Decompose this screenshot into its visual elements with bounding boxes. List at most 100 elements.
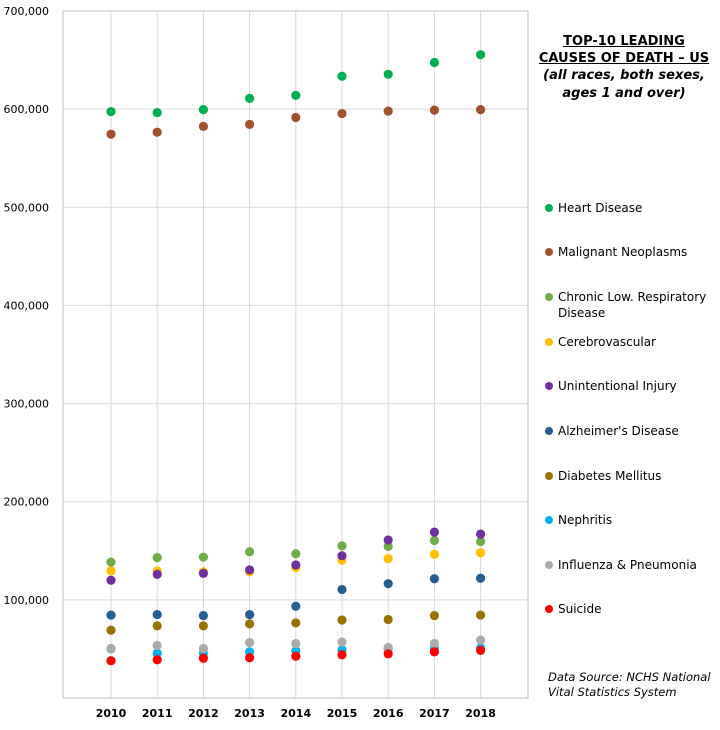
- point-diabetes-mellitus: [429, 610, 439, 621]
- y-tick-label: 700,000: [4, 5, 50, 18]
- x-tick-label: 2015: [327, 707, 358, 720]
- legend-item-nephritis: Nephritis: [545, 512, 720, 528]
- legend-marker-influenza-pneumonia: [545, 561, 553, 569]
- legend-item-heart-disease: Heart Disease: [545, 200, 720, 216]
- legend-marker-alzheimers: [545, 427, 553, 435]
- point-malignant-neoplasms: [291, 112, 301, 123]
- point-unintentional-injury: [106, 575, 116, 585]
- y-tick-label: 400,000: [4, 299, 50, 312]
- point-influenza-pneumonia: [106, 643, 116, 654]
- point-influenza-pneumonia: [383, 642, 393, 653]
- x-tick-label: 2014: [280, 707, 311, 720]
- point-chronic-low-respiratory-disease: [245, 547, 255, 557]
- legend-marker-cerebrovascular: [545, 338, 553, 346]
- point-diabetes-mellitus: [198, 621, 208, 631]
- point-alzheimer-s-disease: [337, 584, 347, 595]
- point-unintentional-injury: [337, 551, 347, 561]
- point-unintentional-injury: [245, 565, 255, 575]
- x-tick-label: 2012: [188, 707, 219, 720]
- point-nephritis: [152, 648, 162, 658]
- legend-label-chronic-respiratory: Chronic Low. Respiratory Disease: [558, 290, 707, 320]
- legend-label-heart-disease: Heart Disease: [558, 201, 643, 215]
- point-influenza-pneumonia: [152, 640, 162, 651]
- point-influenza-pneumonia: [476, 635, 486, 645]
- point-suicide: [337, 650, 347, 660]
- point-influenza-pneumonia: [245, 637, 255, 648]
- y-tick-label: 100,000: [4, 594, 50, 607]
- y-tick-label: 500,000: [4, 201, 50, 214]
- point-alzheimer-s-disease: [429, 574, 439, 584]
- point-cerebrovascular: [476, 548, 486, 558]
- point-influenza-pneumonia: [198, 643, 208, 654]
- chart-subtitle-line-1: (all races, both sexes,: [543, 68, 705, 83]
- y-tick-labels: 100,000 200,000 300,000 400,000 500,000 600,0…: [4, 5, 50, 607]
- legend-marker-suicide: [545, 605, 553, 613]
- legend-item-chronic-respiratory: Chronic Low. Respiratory Disease: [545, 289, 720, 321]
- point-malignant-neoplasms: [106, 129, 116, 139]
- legend-label-nephritis: Nephritis: [558, 513, 613, 527]
- point-suicide: [429, 647, 439, 657]
- legend-item-cerebrovascular: Cerebrovascular: [545, 334, 720, 350]
- legend-marker-heart-disease: [545, 204, 553, 212]
- point-unintentional-injury: [291, 560, 301, 570]
- point-chronic-low-respiratory-disease: [383, 541, 393, 551]
- y-tick-label: 300,000: [4, 398, 50, 411]
- legend-item-diabetes: Diabetes Mellitus: [545, 468, 720, 484]
- legend-label-cerebrovascular: Cerebrovascular: [558, 335, 656, 349]
- point-unintentional-injury: [476, 529, 486, 539]
- x-tick-label: 2017: [419, 707, 450, 720]
- point-influenza-pneumonia: [337, 637, 347, 647]
- point-suicide: [152, 655, 162, 665]
- point-cerebrovascular: [429, 549, 439, 559]
- point-chronic-low-respiratory-disease: [152, 553, 162, 563]
- point-chronic-low-respiratory-disease: [337, 541, 347, 551]
- point-malignant-neoplasms: [429, 105, 439, 115]
- point-alzheimer-s-disease: [383, 579, 393, 589]
- legend-marker-diabetes: [545, 472, 553, 480]
- x-tick-label: 2010: [96, 707, 127, 720]
- point-unintentional-injury: [383, 535, 393, 545]
- point-alzheimer-s-disease: [291, 601, 301, 611]
- point-cerebrovascular: [106, 566, 116, 576]
- point-influenza-pneumonia: [291, 638, 301, 649]
- legend-label-diabetes: Diabetes Mellitus: [558, 469, 662, 483]
- point-unintentional-injury: [152, 569, 162, 579]
- legend-marker-chronic-respiratory: [545, 293, 553, 301]
- point-chronic-low-respiratory-disease: [429, 535, 439, 546]
- point-unintentional-injury: [198, 568, 208, 578]
- point-cerebrovascular: [383, 554, 393, 564]
- point-alzheimer-s-disease: [152, 609, 162, 620]
- point-suicide: [383, 649, 393, 659]
- point-chronic-low-respiratory-disease: [291, 549, 301, 559]
- legend-label-unintentional-injury: Unintentional Injury: [558, 379, 677, 393]
- point-alzheimer-s-disease: [476, 573, 486, 583]
- point-diabetes-mellitus: [245, 619, 255, 629]
- point-heart-disease: [383, 69, 393, 79]
- legend-item-suicide: Suicide: [545, 601, 720, 617]
- legend-item-influenza-pneumonia: Influenza & Pneumonia: [545, 557, 720, 573]
- point-malignant-neoplasms: [476, 105, 486, 115]
- x-tick-label: 2018: [465, 707, 496, 720]
- point-alzheimer-s-disease: [245, 609, 255, 620]
- point-diabetes-mellitus: [152, 621, 162, 631]
- point-unintentional-injury: [429, 527, 439, 537]
- point-diabetes-mellitus: [291, 618, 301, 628]
- axes: [62, 10, 529, 699]
- chart-title-line-1: TOP-10 LEADING: [563, 34, 685, 49]
- data-points: [106, 50, 486, 666]
- point-diabetes-mellitus: [106, 625, 116, 635]
- point-diabetes-mellitus: [383, 614, 393, 625]
- point-chronic-low-respiratory-disease: [106, 557, 116, 567]
- chart-title-line-2: CAUSES OF DEATH – US: [538, 51, 710, 66]
- point-suicide: [291, 651, 301, 661]
- legend-item-unintentional-injury: Unintentional Injury: [545, 378, 720, 394]
- chart-title-block: TOP-10 LEADING CAUSES OF DEATH – US (all…: [528, 33, 720, 103]
- point-malignant-neoplasms: [198, 121, 208, 131]
- legend-label-influenza-pneumonia: Influenza & Pneumonia: [558, 558, 697, 572]
- plot-area-border: [62, 10, 529, 699]
- point-malignant-neoplasms: [337, 108, 347, 119]
- point-influenza-pneumonia: [429, 638, 439, 649]
- point-suicide: [476, 645, 486, 656]
- y-tick-label: 200,000: [4, 496, 50, 509]
